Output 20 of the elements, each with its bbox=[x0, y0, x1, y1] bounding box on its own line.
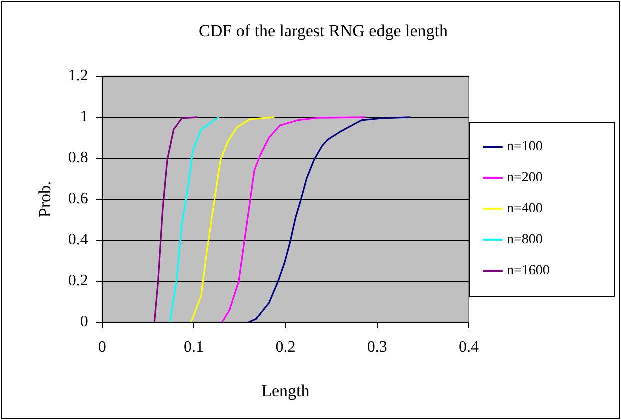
x-tick-label: 0.2 bbox=[276, 339, 296, 356]
y-tick-label: 0 bbox=[80, 314, 88, 331]
y-axis-title: Prob. bbox=[36, 181, 55, 218]
x-axis-title: Length bbox=[262, 381, 310, 400]
x-tick-label: 0 bbox=[98, 339, 106, 356]
x-tick-label: 0.1 bbox=[184, 339, 204, 356]
legend-label: n=400 bbox=[507, 202, 543, 217]
y-tick-label: 1 bbox=[80, 108, 88, 126]
y-tick-label: 0.8 bbox=[68, 150, 88, 167]
legend-label: n=200 bbox=[507, 170, 543, 186]
y-tick-label: 1.2 bbox=[68, 68, 88, 85]
legend-label: n=800 bbox=[507, 232, 543, 248]
y-tick-label: 0.6 bbox=[68, 190, 88, 208]
y-tick-label: 0.2 bbox=[68, 272, 88, 290]
x-tick-label: 0.3 bbox=[367, 339, 388, 356]
x-tick-label: 0.4 bbox=[459, 339, 479, 356]
chart-title: CDF of the largest RNG edge length bbox=[199, 22, 448, 41]
legend-label: n=1600 bbox=[507, 264, 550, 279]
legend-label: n=100 bbox=[507, 140, 543, 155]
y-tick-label: 0.4 bbox=[68, 232, 88, 249]
